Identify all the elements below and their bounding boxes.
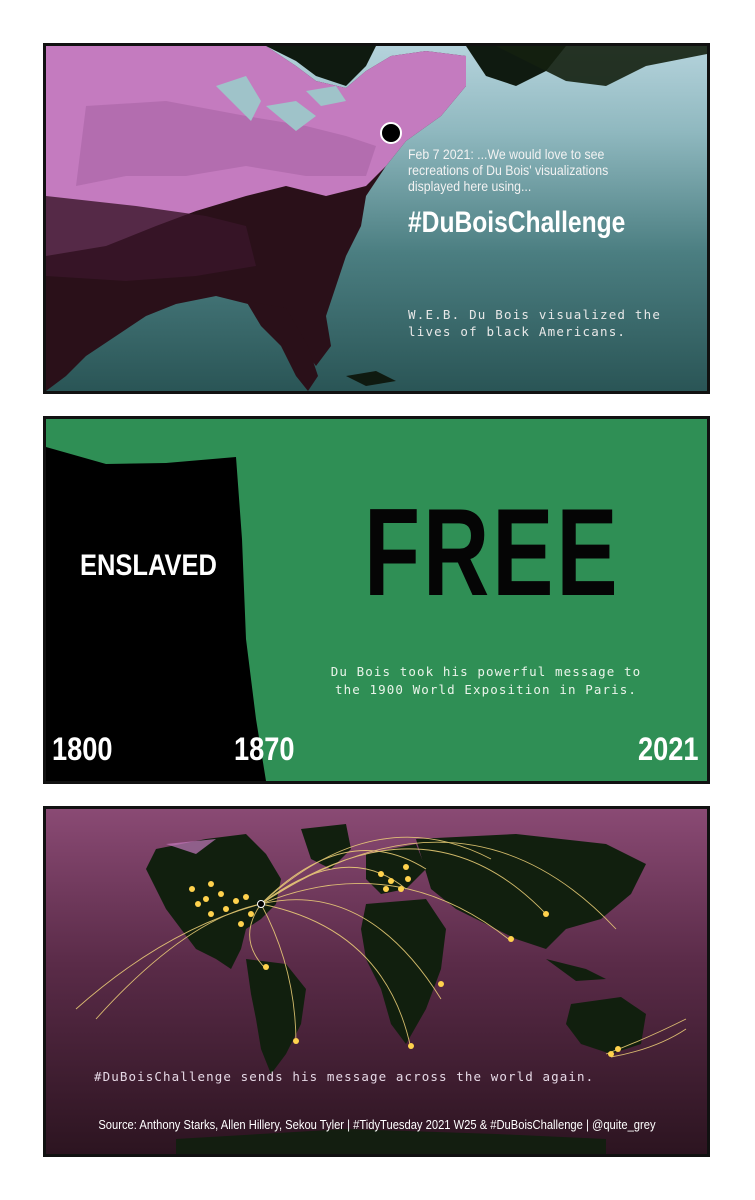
connection-arcs xyxy=(75,836,687,1058)
us-map xyxy=(46,46,707,391)
panel-world-map: #DuBoisChallenge sends his message acros… xyxy=(43,806,710,1157)
new-york-marker xyxy=(380,122,402,144)
label-free: FREE xyxy=(364,484,621,622)
year-start: 1800 xyxy=(52,731,113,767)
source-text: Source: Anthony Starks, Allen Hillery, S… xyxy=(97,1117,656,1132)
label-enslaved: ENSLAVED xyxy=(80,549,217,582)
enslaved-area xyxy=(46,447,266,781)
panel2-note: Du Bois took his powerful message to the… xyxy=(330,664,642,697)
city-points xyxy=(189,864,621,1057)
year-middle: 1870 xyxy=(234,731,295,767)
world-map xyxy=(75,824,687,1154)
panel3-note: #DuBoisChallenge sends his message acros… xyxy=(94,1069,595,1084)
panel1-hashtag: #DuBoisChallenge xyxy=(408,206,626,239)
source-credit: Source: Anthony Starks, Allen Hillery, S… xyxy=(46,1117,707,1132)
origin-marker xyxy=(257,900,265,908)
year-end: 2021 xyxy=(638,731,699,767)
panel-enslaved-free: ENSLAVED FREE Du Bois took his powerful … xyxy=(43,416,710,784)
panel1-note: W.E.B. Du Bois visualized the lives of b… xyxy=(408,307,662,339)
panel1-quote: Feb 7 2021: ...We would love to see recr… xyxy=(408,146,609,194)
panel-map-us: Feb 7 2021: ...We would love to see recr… xyxy=(43,43,710,394)
